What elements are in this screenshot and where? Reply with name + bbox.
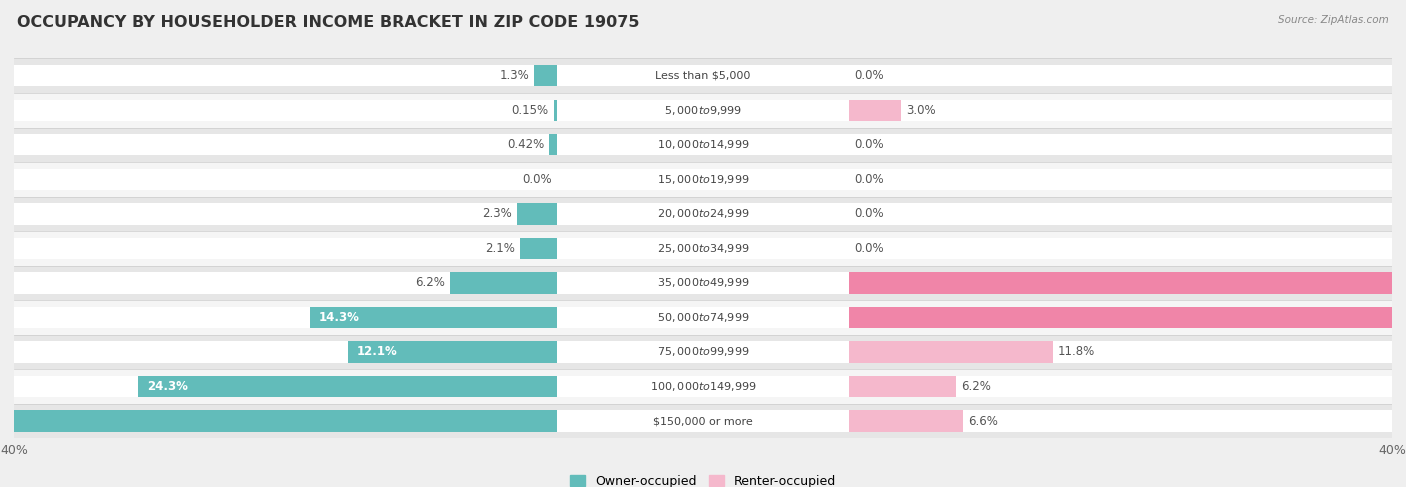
Bar (14, 307, 1392, 328)
Bar (14, 128, 1392, 162)
Text: 6.2%: 6.2% (962, 380, 991, 393)
Text: $100,000 to $149,999: $100,000 to $149,999 (650, 380, 756, 393)
Bar (0, 411, 557, 432)
Bar (14, 369, 1392, 404)
Bar (14, 58, 1392, 93)
Text: 14.3%: 14.3% (319, 311, 360, 324)
Text: 0.42%: 0.42% (508, 138, 544, 151)
Text: 11.8%: 11.8% (1057, 345, 1095, 358)
Bar (849, 99, 901, 121)
Bar (14, 65, 1392, 86)
Text: $10,000 to $14,999: $10,000 to $14,999 (657, 138, 749, 151)
Text: $20,000 to $24,999: $20,000 to $24,999 (657, 207, 749, 220)
Text: 0.0%: 0.0% (522, 173, 551, 186)
Bar (138, 376, 557, 397)
Bar (14, 272, 1392, 294)
Text: 24.3%: 24.3% (146, 380, 187, 393)
Text: $50,000 to $74,999: $50,000 to $74,999 (657, 311, 749, 324)
Bar (14, 376, 1392, 397)
Text: 6.2%: 6.2% (415, 277, 444, 289)
Text: $35,000 to $49,999: $35,000 to $49,999 (657, 277, 749, 289)
Bar (14, 300, 1392, 335)
Text: 0.0%: 0.0% (855, 138, 884, 151)
Bar (554, 99, 557, 121)
Bar (14, 169, 1392, 190)
Bar (450, 272, 557, 294)
Text: Source: ZipAtlas.com: Source: ZipAtlas.com (1278, 15, 1389, 25)
Text: 0.0%: 0.0% (855, 242, 884, 255)
Bar (14, 203, 1392, 225)
Bar (14, 238, 1392, 259)
Bar (520, 238, 557, 259)
Text: $75,000 to $99,999: $75,000 to $99,999 (657, 345, 749, 358)
Bar (14, 404, 1392, 438)
Text: 0.0%: 0.0% (855, 207, 884, 220)
Bar (517, 203, 557, 225)
Text: 1.3%: 1.3% (499, 69, 529, 82)
Text: 0.0%: 0.0% (855, 173, 884, 186)
Bar (349, 341, 557, 363)
Bar (14, 93, 1392, 128)
Bar (14, 411, 1392, 432)
Bar (14, 265, 1392, 300)
Bar (14, 134, 1392, 155)
Bar (14, 341, 1392, 363)
Bar (311, 307, 557, 328)
Text: 0.15%: 0.15% (512, 104, 548, 117)
Text: 0.0%: 0.0% (855, 69, 884, 82)
Text: 12.1%: 12.1% (357, 345, 398, 358)
Text: $5,000 to $9,999: $5,000 to $9,999 (664, 104, 742, 117)
Text: Less than $5,000: Less than $5,000 (655, 71, 751, 81)
Text: 3.0%: 3.0% (907, 104, 936, 117)
Text: 6.6%: 6.6% (969, 414, 998, 428)
Text: OCCUPANCY BY HOUSEHOLDER INCOME BRACKET IN ZIP CODE 19075: OCCUPANCY BY HOUSEHOLDER INCOME BRACKET … (17, 15, 640, 30)
Bar (849, 411, 963, 432)
Text: 2.3%: 2.3% (482, 207, 512, 220)
Text: 2.1%: 2.1% (485, 242, 515, 255)
Bar (14, 162, 1392, 197)
Text: $25,000 to $34,999: $25,000 to $34,999 (657, 242, 749, 255)
Bar (849, 341, 1053, 363)
Bar (14, 197, 1392, 231)
Bar (534, 65, 557, 86)
Bar (14, 335, 1392, 369)
Text: $15,000 to $19,999: $15,000 to $19,999 (657, 173, 749, 186)
Legend: Owner-occupied, Renter-occupied: Owner-occupied, Renter-occupied (565, 470, 841, 487)
Bar (550, 134, 557, 155)
Bar (14, 231, 1392, 265)
Bar (849, 272, 1406, 294)
Bar (849, 307, 1406, 328)
Text: $150,000 or more: $150,000 or more (654, 416, 752, 426)
Bar (14, 99, 1392, 121)
Bar (849, 376, 956, 397)
